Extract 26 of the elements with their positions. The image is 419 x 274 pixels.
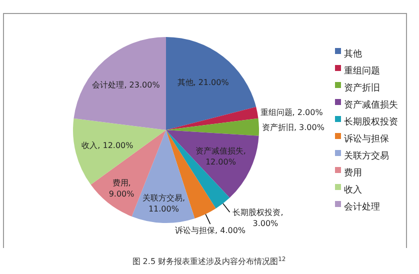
legend-label: 资产减值损失 (344, 99, 398, 110)
pie-slice (166, 118, 259, 136)
legend-label: 会计处理 (344, 201, 380, 212)
legend-label: 费用 (344, 167, 362, 178)
pie-slice (73, 118, 166, 185)
legend-label: 收入 (344, 184, 362, 196)
pie-slice (74, 37, 166, 130)
caption: 图 2.5 财务报表重述涉及内容分布情况图$^{12}$ (132, 256, 286, 266)
data-label: 诉讼与担保, 4.00% (175, 226, 246, 236)
data-label: 会计处理, 23.00% (92, 80, 160, 90)
data-label: 长期股权投资, 3.00% (232, 208, 284, 228)
legend-label: 其他 (344, 48, 362, 60)
legend-label: 资产折旧 (344, 82, 380, 94)
legend-label: 诉讼与担保 (344, 133, 389, 144)
data-label: 资产减值损失, 12.00% (195, 146, 246, 167)
data-label: 资产折旧, 3.00% (262, 122, 325, 132)
pie-slice (166, 37, 256, 130)
data-label: 重组问题, 2.00% (260, 108, 324, 118)
data-label: 关联方交易, 11.00% (142, 194, 185, 214)
data-label: 其他, 21.00% (177, 78, 230, 88)
legend-label: 重组问题 (344, 65, 380, 76)
data-label: 收入, 12.00% (82, 141, 134, 150)
pie-slice (166, 106, 258, 130)
data-label: 费用, 9.00% (108, 178, 135, 198)
legend-label: 长期股权投资 (344, 116, 398, 128)
legend-label: 关联方交易 (344, 150, 389, 162)
